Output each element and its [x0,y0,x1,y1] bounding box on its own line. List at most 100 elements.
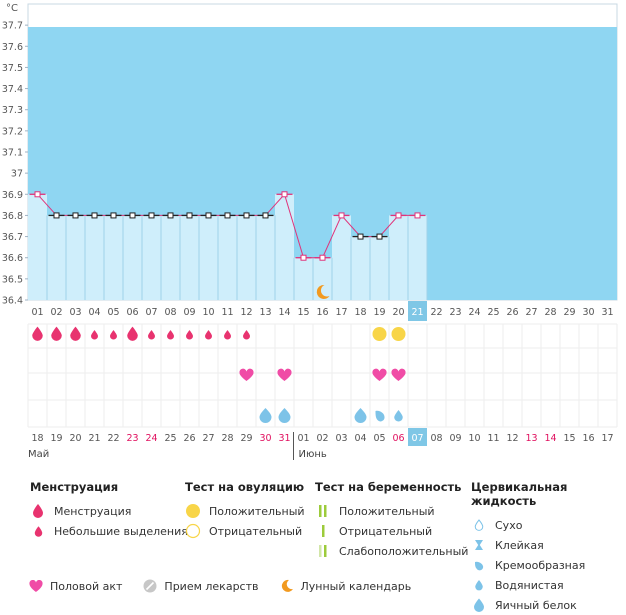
cycle-day-label: 06 [126,307,138,318]
temperature-point [357,233,364,240]
bbt-chart: 36.4 36.5 36.6 36.7 36.8 36.9 37 37.1 37.2 37.3 37… [2,3,618,460]
menstruation-drop-icon [127,326,138,341]
date-label: 21 [88,433,100,444]
cycle-day-label: 18 [354,307,366,318]
legend-intercourse-label: Половой акт [50,579,123,593]
light-spotting-drop-icon [110,330,117,340]
temperature-point [129,212,136,219]
cycle-day-label: 17 [335,307,347,318]
moon-icon [279,578,295,594]
legend-cervical-dry: Сухо [495,518,523,532]
temperature-column [180,215,199,300]
date-label: 11 [487,433,499,444]
light-spotting-drop-icon [186,330,193,340]
cycle-day-label: 07 [145,307,157,318]
legend-cervical-watery: Водянистая [495,578,564,592]
temperature-column [237,215,256,300]
y-tick-label: 37.5 [2,63,23,74]
watery-icon [394,410,403,422]
y-tick-label: 37.6 [2,42,23,53]
negative-ovulation-icon [185,523,201,539]
y-tick-label: 37.4 [2,84,23,95]
date-label: 30 [259,433,271,444]
date-label: 01 [297,433,309,444]
date-label: 19 [50,433,62,444]
y-axis-label: °C [6,3,18,14]
temperature-column [389,215,408,300]
y-tick-label: 36.8 [2,211,23,222]
temperature-column [104,215,123,300]
legend-cervical-creamy: Кремообразная [495,558,586,572]
light-spotting-drop-icon [30,523,46,539]
menstruation-drop-icon [70,326,81,341]
date-label: 20 [69,433,81,444]
egg-white-icon [259,408,272,423]
legend-menstruation-label: Менструация [54,504,132,518]
y-tick-label: 36.7 [2,232,23,243]
temperature-point [281,191,288,198]
month-label-may: Май [28,449,49,460]
creamy-icon [375,410,385,422]
date-label: 29 [240,433,252,444]
legend-pregnancy-positive: Положительный [339,504,435,518]
temperature-point [91,212,98,219]
cycle-day-label: 31 [601,307,613,318]
temperature-point [395,212,402,219]
y-tick-label: 37.3 [2,105,23,116]
date-label: 25 [164,433,176,444]
date-label: 06 [392,433,404,444]
temperature-point [414,212,421,219]
pregnancy-negative-icon [315,523,331,539]
date-label: 26 [183,433,195,444]
legend-medication-label: Прием лекарств [164,579,259,593]
month-label-june: Июнь [299,449,327,460]
temperature-column [28,194,47,300]
cycle-day-label: 30 [582,307,594,318]
cycle-day-label: 21 [411,307,423,318]
legend-cervical-egg: Яичный белок [495,598,577,612]
heart-icon [277,368,292,381]
cycle-day-label: 09 [183,307,195,318]
creamy-icon [471,557,487,573]
date-label: 28 [221,433,233,444]
legend-ovulation-positive: Положительный [209,504,305,518]
cycle-day-label: 14 [278,307,290,318]
cycle-day-label: 26 [506,307,518,318]
cycle-day-label: 01 [31,307,43,318]
cycle-day-label: 24 [468,307,480,318]
sticky-icon [471,537,487,553]
light-spotting-drop-icon [205,330,212,340]
temperature-point [72,212,79,219]
date-label: 16 [582,433,594,444]
temperature-column [275,194,294,300]
legend-ovulation: Тест на овуляцию Положительный Отрицател… [185,480,305,541]
legend-cervical-sticky: Клейкая [495,538,544,552]
date-label: 08 [430,433,442,444]
menstruation-drop-icon [30,503,46,519]
temperature-point [186,212,193,219]
pregnancy-weak-icon [315,543,331,559]
temperature-column [313,257,332,300]
bottom-legend: Половой акт Прием лекарств Лунный календ… [28,578,431,594]
cycle-day-label: 11 [221,307,233,318]
pill-icon [142,578,158,594]
pregnancy-positive-icon [315,503,331,519]
positive-ovulation-icon [372,327,387,341]
current-day-highlight [408,301,427,321]
date-label: 17 [601,433,613,444]
legend-menstruation: Менструация Менструация Небольшие выделе… [30,480,188,541]
light-spotting-drop-icon [148,330,155,340]
legend-ovulation-title: Тест на овуляцию [185,480,305,494]
date-label: 09 [449,433,461,444]
positive-ovulation-icon [185,503,201,519]
date-label: 04 [354,433,366,444]
date-label: 07 [411,433,423,444]
temperature-point [300,254,307,261]
temperature-column [256,215,275,300]
temperature-column [142,215,161,300]
temperature-point [376,233,383,240]
date-label: 24 [145,433,157,444]
date-label: 31 [278,433,290,444]
menstruation-drop-icon [51,326,62,341]
temperature-column [332,215,351,300]
